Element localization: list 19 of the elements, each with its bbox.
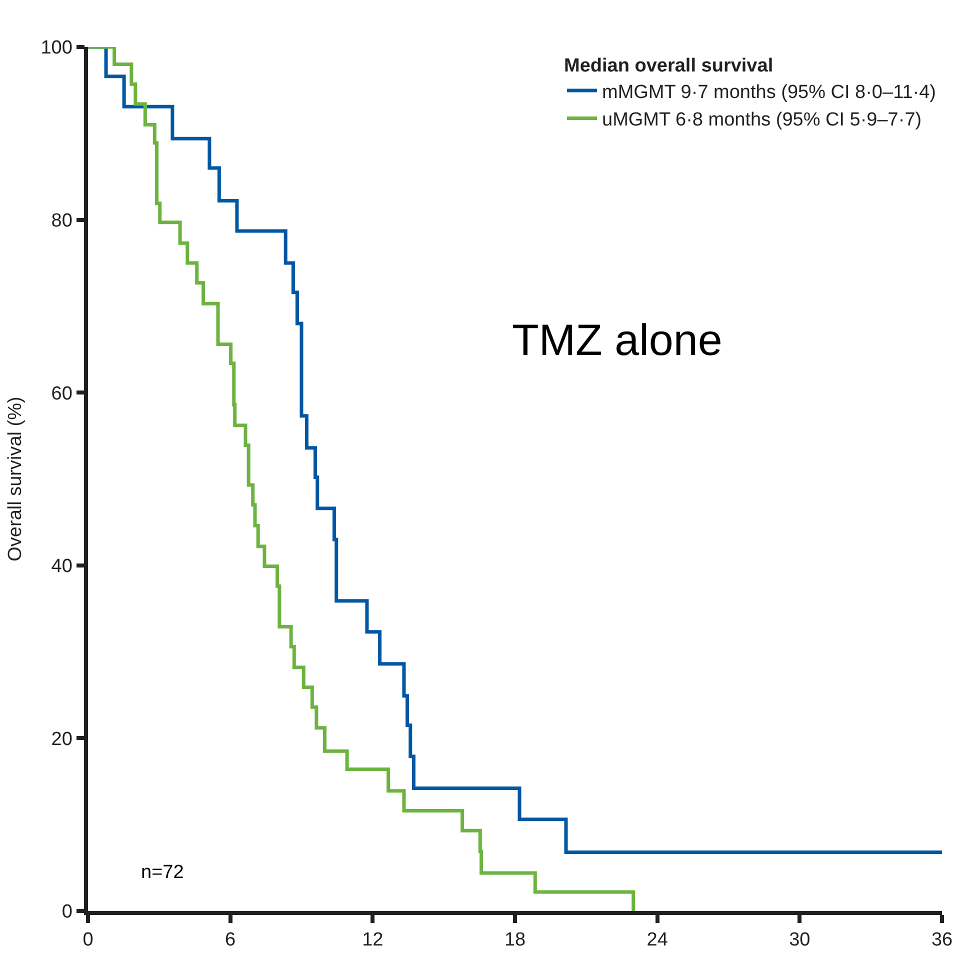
x-tick-label: 30 bbox=[789, 930, 810, 951]
y-tick-label: 40 bbox=[51, 556, 72, 578]
x-tick-label: 12 bbox=[362, 930, 384, 951]
x-tick-label: 18 bbox=[504, 930, 526, 951]
legend-title: Median overall survival bbox=[564, 56, 774, 77]
legend-label: mMGMT 9·7 months (95% CI 8·0–11·4) bbox=[602, 82, 936, 103]
x-tick-label: 6 bbox=[225, 930, 236, 951]
y-tick-label: 100 bbox=[40, 38, 72, 59]
annotation: n=72 bbox=[141, 862, 184, 883]
x-tick-label: 36 bbox=[931, 930, 953, 951]
y-axis-title: Overall survival (%) bbox=[5, 396, 26, 562]
y-tick-label: 20 bbox=[51, 728, 72, 750]
y-tick-label: 80 bbox=[51, 210, 72, 232]
legend-label: uMGMT 6·8 months (95% CI 5·9–7·7) bbox=[602, 110, 922, 131]
x-tick-label: 24 bbox=[646, 930, 668, 951]
annotation: TMZ alone bbox=[512, 316, 722, 365]
y-tick-label: 0 bbox=[62, 902, 72, 923]
y-tick-label: 60 bbox=[51, 383, 72, 404]
x-tick-label: 0 bbox=[82, 930, 94, 951]
